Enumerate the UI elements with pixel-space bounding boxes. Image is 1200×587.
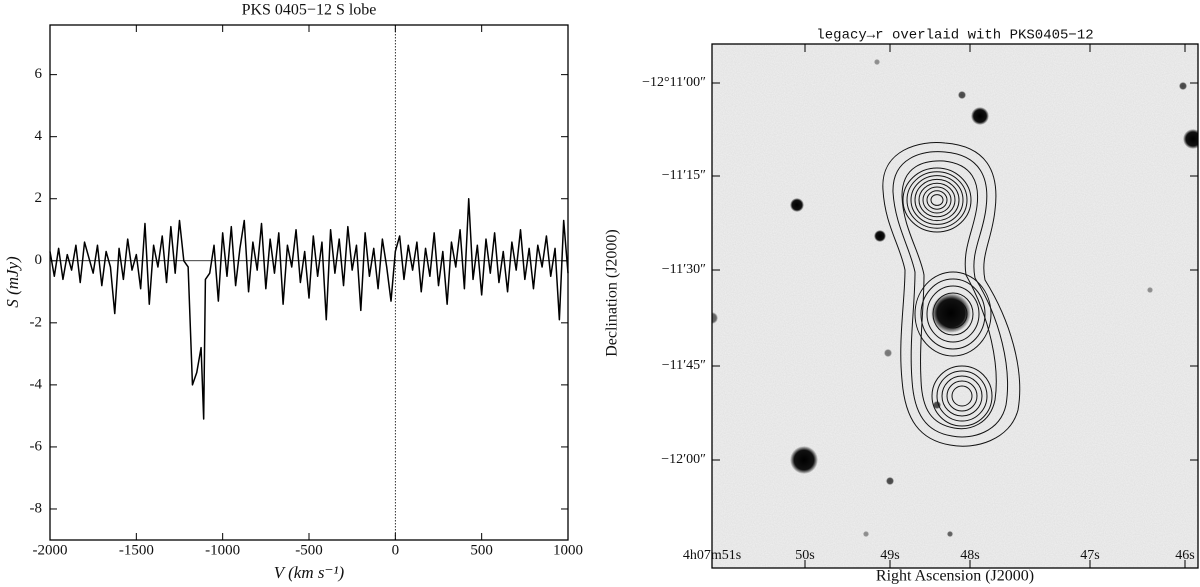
y-tick-label: −11′30″: [662, 262, 706, 277]
star: [886, 477, 894, 485]
y-tick-label: 4: [35, 128, 43, 144]
contour: [902, 167, 972, 233]
y-tick-label: −11′45″: [662, 358, 706, 373]
radio-contours: [882, 142, 1021, 447]
y-tick-label: 0: [35, 252, 43, 268]
star: [1179, 82, 1187, 90]
y-tick-label: 2: [35, 190, 43, 206]
contour: [926, 285, 980, 343]
contour: [914, 271, 992, 357]
spectrum-panel: PKS 0405−12 S lobe V (km s⁻¹) S (mJy) -2…: [3, 2, 583, 582]
contour: [931, 365, 993, 427]
contour: [932, 292, 974, 336]
x-tick-label: -1000: [205, 542, 240, 558]
y-tick-label: −11′15″: [662, 168, 706, 183]
image-panel: legacy→r overlaid with PKS0405−12 Right …: [604, 28, 1199, 585]
contour: [926, 190, 948, 210]
y-tick-label: -8: [30, 500, 43, 516]
contour: [901, 160, 997, 430]
image-frame: [711, 43, 1199, 569]
contour: [930, 194, 944, 206]
contour: [892, 151, 1009, 438]
star: [1183, 129, 1198, 149]
y-axis-label: Declination (J2000): [604, 229, 621, 357]
x-tick-label: 50s: [795, 548, 814, 563]
y-tick-label: -6: [30, 438, 43, 454]
contour: [882, 142, 1021, 447]
x-tick-label: 4h07m51s: [683, 548, 741, 563]
star: [790, 446, 818, 474]
star: [884, 349, 892, 357]
y-tick-label: 6: [35, 66, 43, 82]
x-tick-label: 49s: [880, 548, 899, 563]
y-axis-label: S (mJy): [3, 256, 22, 308]
x-tick-label: -1500: [119, 542, 154, 558]
star: [874, 230, 886, 242]
x-tick-label: -500: [295, 542, 323, 558]
x-tick-label: 0: [392, 542, 400, 558]
x-tick-label: 48s: [960, 548, 979, 563]
star: [863, 531, 869, 537]
contour: [946, 380, 978, 412]
x-tick-label: 47s: [1080, 548, 1099, 563]
star: [971, 107, 989, 125]
y-tick-label: -2: [30, 314, 43, 330]
x-tick-label: -2000: [33, 542, 68, 558]
x-tick-label: 46s: [1175, 548, 1194, 563]
y-tick-label: −12°11′00″: [642, 75, 706, 90]
star: [958, 91, 966, 99]
contour: [906, 171, 968, 229]
x-tick-label: 500: [470, 542, 493, 558]
contour: [938, 299, 968, 329]
x-axis-label: V (km s⁻¹): [274, 563, 345, 582]
star: [947, 531, 953, 537]
star: [712, 312, 718, 324]
star: [790, 198, 804, 212]
contour: [910, 175, 964, 225]
contour: [936, 370, 988, 422]
x-tick-label: 1000: [553, 542, 583, 558]
y-tick-label: −12′00″: [661, 452, 706, 467]
sources: [712, 59, 1198, 537]
star: [1147, 287, 1153, 293]
contour: [920, 278, 986, 350]
contour: [922, 186, 952, 214]
contour: [941, 375, 983, 417]
image-title: legacy→r overlaid with PKS0405−12: [816, 28, 1093, 44]
star: [874, 59, 880, 65]
contour: [951, 385, 973, 407]
chart-title: PKS 0405−12 S lobe: [242, 2, 377, 19]
contour: [914, 178, 960, 222]
contour: [918, 182, 956, 218]
y-tick-label: -4: [30, 376, 43, 392]
spectrum-line: [49, 197, 569, 420]
x-axis-label: Right Ascension (J2000): [876, 568, 1034, 585]
plot-frame: [49, 24, 569, 541]
